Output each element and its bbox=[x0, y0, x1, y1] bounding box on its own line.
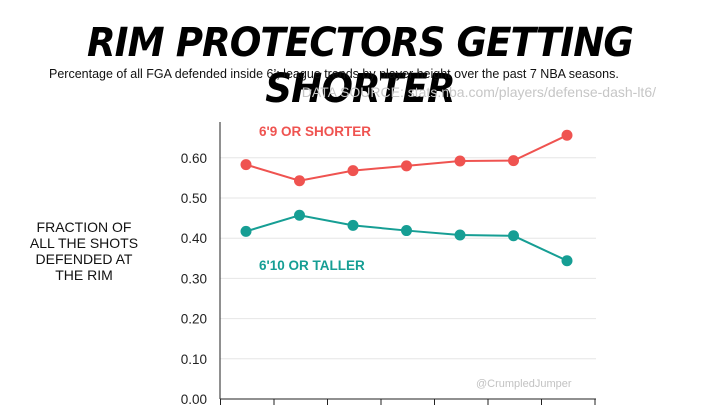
data-point bbox=[401, 160, 412, 172]
y-tick-label: 0.10 bbox=[181, 352, 207, 367]
data-source: DATA SOURCE: stats.nba.com/players/defen… bbox=[301, 84, 656, 100]
labels: 0.00 0.10 0.20 0.30 0.40 0.50 0.60 6'9 OR SHORT… bbox=[181, 124, 572, 405]
data-point bbox=[294, 209, 305, 221]
data-point bbox=[347, 219, 359, 231]
y-tick-label: 0.60 bbox=[181, 151, 207, 166]
y-axis-label-line: THE RIM bbox=[55, 267, 113, 283]
y-tick-label: 0.40 bbox=[181, 231, 207, 246]
grid-lines bbox=[220, 157, 596, 360]
chart-title: RIM PROTECTORS GETTING SHORTER bbox=[86, 20, 634, 112]
y-tick-label: 0.50 bbox=[181, 191, 207, 206]
data-point bbox=[240, 159, 252, 171]
y-axis-label-line: FRACTION OF bbox=[36, 219, 132, 235]
data-point bbox=[240, 225, 252, 237]
y-axis-label: FRACTION OF ALL THE SHOTS DEFENDED AT TH… bbox=[22, 219, 146, 283]
series-label-tall: 6'10 OR TALLER bbox=[259, 258, 365, 273]
y-tick-label: 0.30 bbox=[181, 271, 207, 286]
y-axis-label-line: ALL THE SHOTS bbox=[29, 235, 139, 251]
data-point bbox=[561, 129, 573, 141]
data-point bbox=[401, 225, 412, 237]
y-tick-label: 0.00 bbox=[181, 392, 207, 405]
y-tick-label: 0.20 bbox=[181, 312, 207, 327]
data-point bbox=[294, 175, 305, 187]
data-point bbox=[347, 165, 359, 177]
series bbox=[240, 129, 573, 267]
data-point bbox=[508, 155, 519, 167]
y-axis-label-line: DEFENDED AT bbox=[35, 251, 133, 267]
data-point bbox=[454, 155, 466, 167]
credit-text: @CrumpledJumper bbox=[476, 378, 572, 390]
axes bbox=[219, 122, 596, 405]
chart-subtitle: Percentage of all FGA defended inside 6’… bbox=[49, 67, 619, 81]
data-point bbox=[454, 229, 466, 241]
series-label-short: 6'9 OR SHORTER bbox=[259, 124, 371, 139]
data-point bbox=[561, 255, 573, 267]
data-point bbox=[508, 230, 519, 242]
